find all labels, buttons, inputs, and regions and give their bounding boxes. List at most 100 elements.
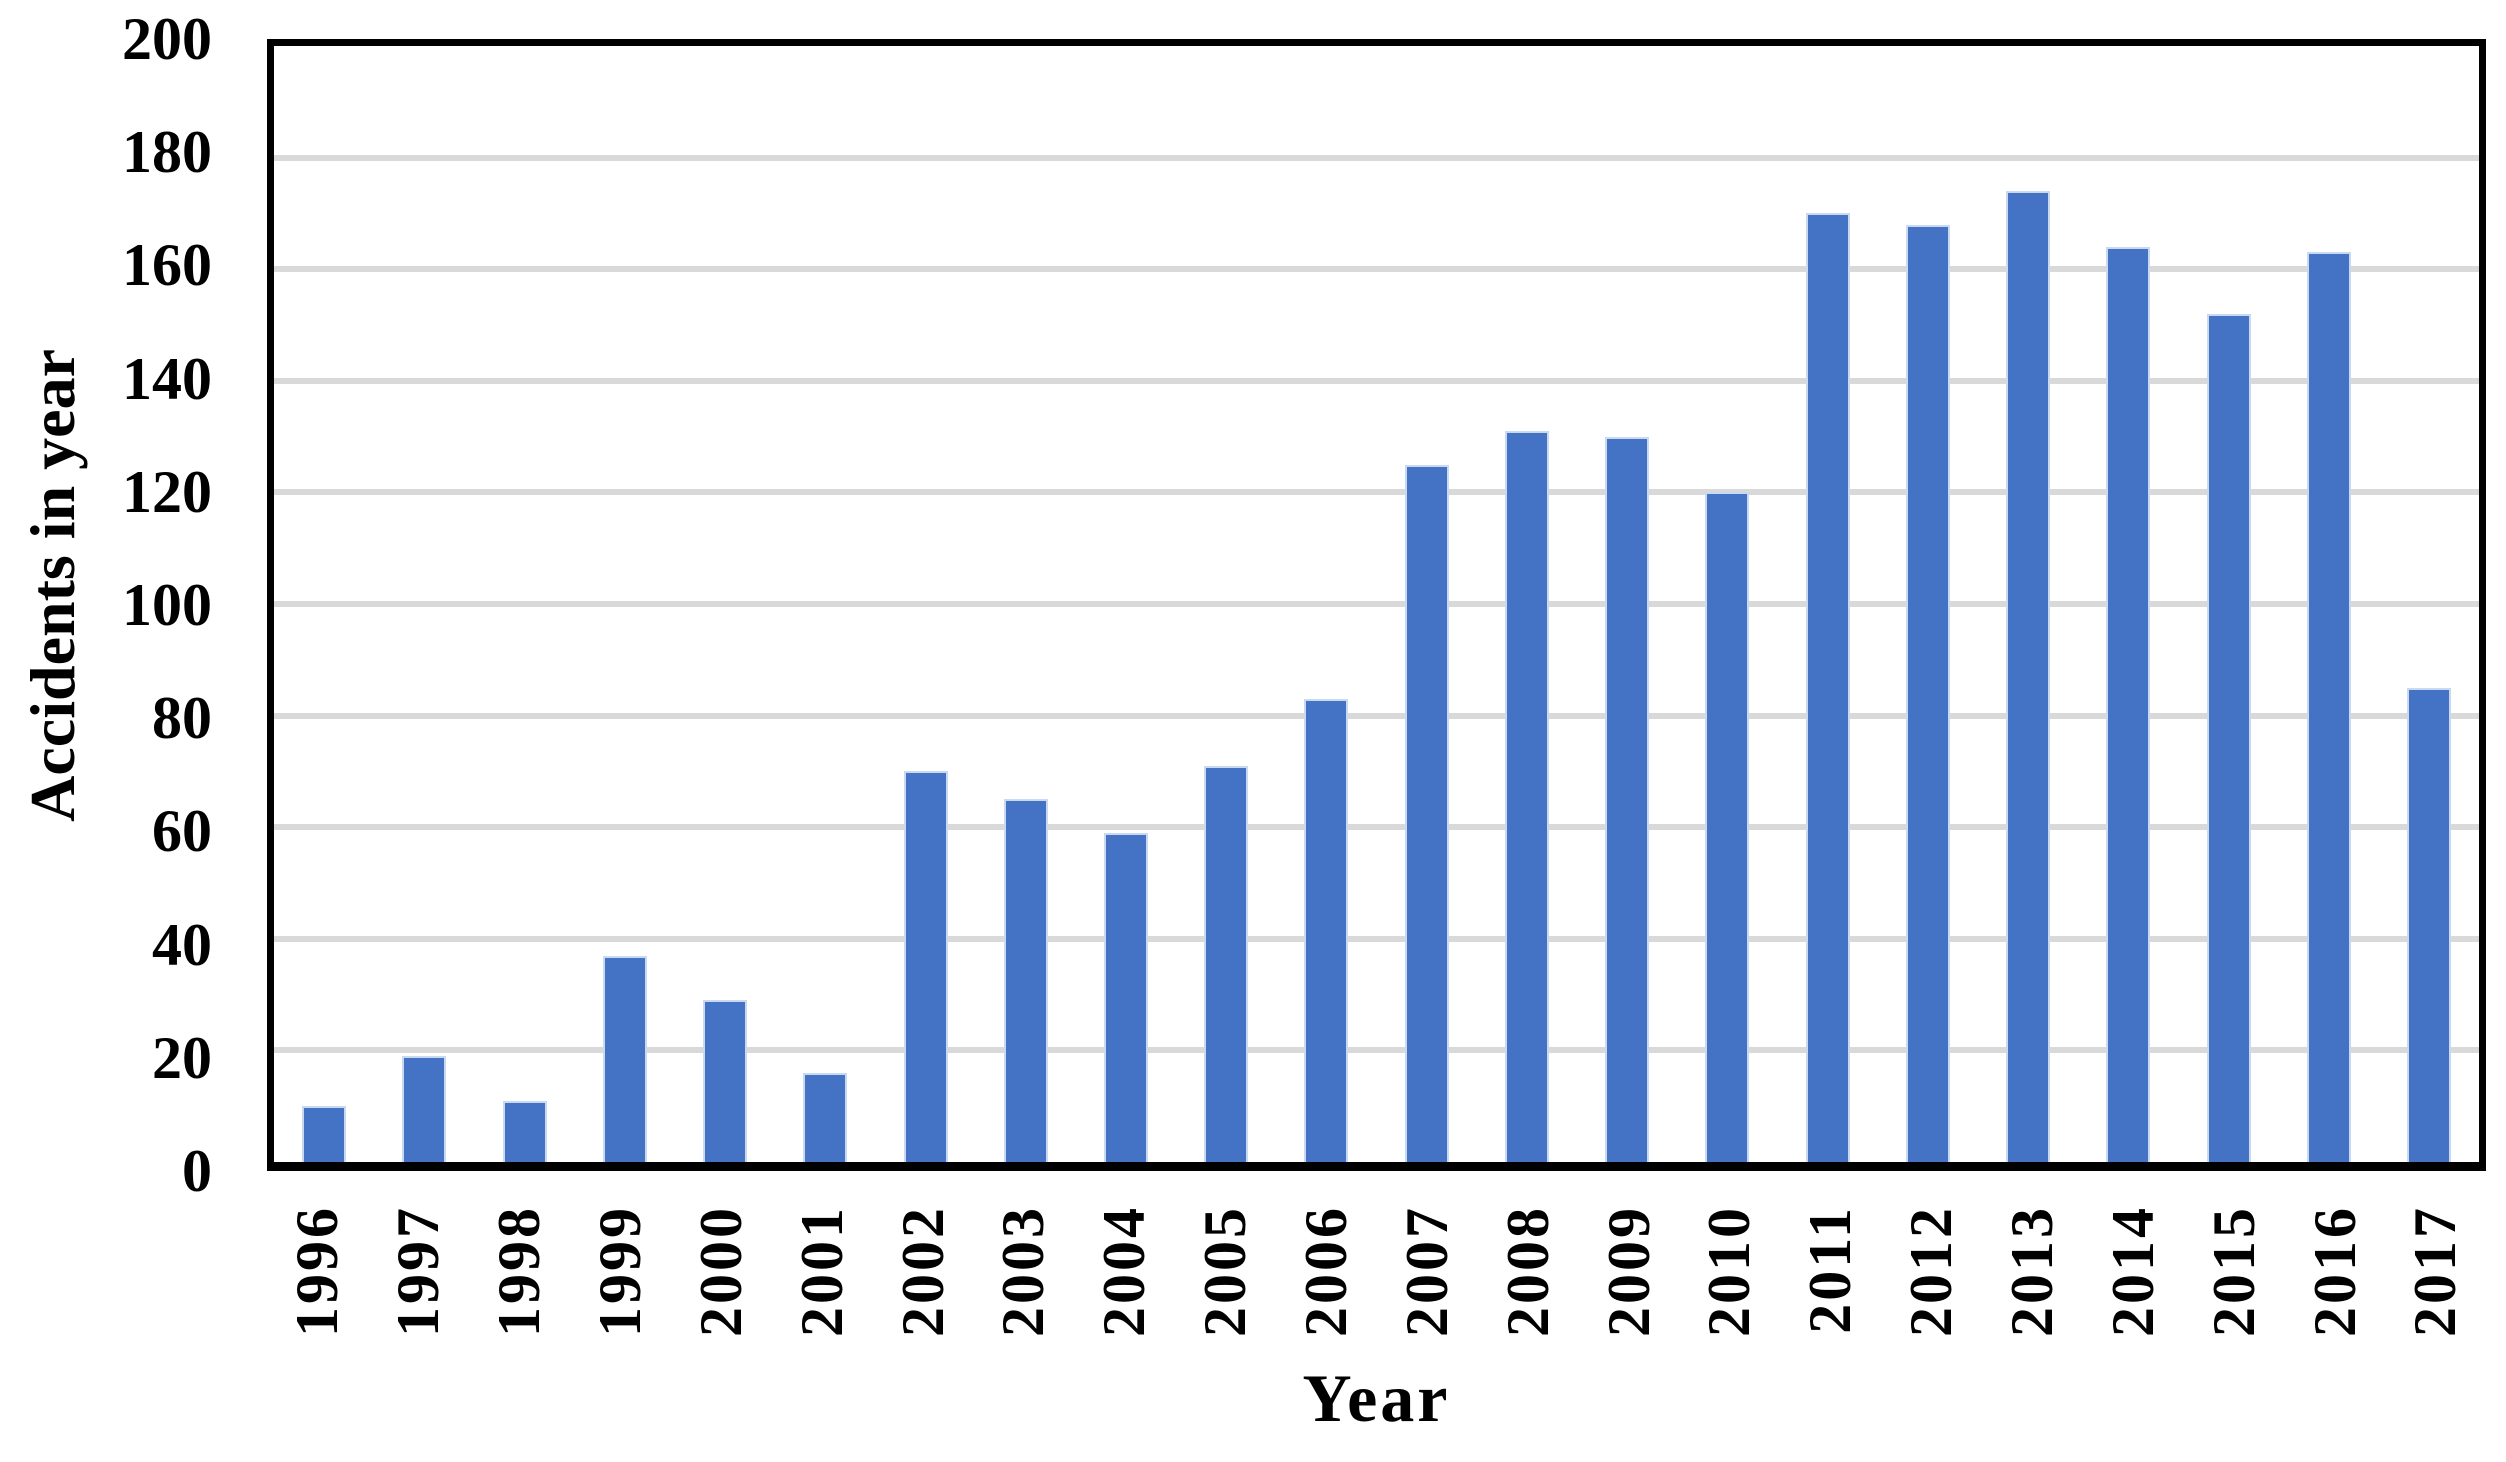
gridline-140: [274, 377, 2479, 384]
bar-slot-2010: [1677, 46, 1777, 1162]
y-tick-label-40: 40: [152, 911, 212, 978]
bar-2009: [1605, 436, 1650, 1162]
x-tick-label-1998: 1998: [486, 1205, 553, 1337]
x-tick-slot-2011: 2011: [1780, 1171, 1881, 1371]
bar-2008: [1504, 431, 1549, 1162]
gridlines-layer: [274, 46, 2479, 1162]
x-tick-slot-2013: 2013: [1982, 1171, 2083, 1371]
y-tick-label-20: 20: [152, 1024, 212, 1091]
x-tick-slot-2005: 2005: [1175, 1171, 1276, 1371]
bar-slot-2002: [875, 46, 975, 1162]
bar-2006: [1304, 698, 1349, 1162]
y-tick-label-100: 100: [122, 572, 212, 638]
gridline-120: [274, 489, 2479, 496]
bar-1996: [302, 1106, 347, 1162]
bar-slot-2003: [976, 46, 1076, 1162]
x-tick-slot-2003: 2003: [973, 1171, 1074, 1371]
gridline-60: [274, 824, 2479, 831]
bars-layer: [274, 46, 2479, 1162]
x-tick-label-2014: 2014: [2099, 1205, 2166, 1337]
bar-slot-2017: [2379, 46, 2479, 1162]
bar-slot-1996: [274, 46, 374, 1162]
y-tick-label-0: 0: [182, 1138, 212, 1204]
gridline-160: [274, 266, 2479, 273]
bar-2010: [1705, 492, 1750, 1162]
y-tick-label-200: 200: [122, 6, 212, 72]
bar-2007: [1404, 464, 1449, 1162]
bar-slot-2008: [1477, 46, 1577, 1162]
x-axis-tick-labels: 1996 1997 1998 1999 2000 2001 2002 2003 2004 2005…: [267, 1171, 2486, 1371]
x-tick-label-2012: 2012: [1898, 1205, 1965, 1337]
bar-slot-2015: [2178, 46, 2278, 1162]
x-tick-slot-2014: 2014: [2082, 1171, 2183, 1371]
gridline-40: [274, 935, 2479, 942]
gridline-20: [274, 1047, 2479, 1054]
x-tick-label-2013: 2013: [1999, 1205, 2066, 1337]
x-tick-slot-2001: 2001: [771, 1171, 872, 1371]
gridline-80: [274, 712, 2479, 719]
x-tick-label-2010: 2010: [1696, 1205, 1763, 1337]
x-tick-label-2005: 2005: [1192, 1205, 1259, 1337]
x-tick-label-1997: 1997: [385, 1205, 452, 1337]
y-tick-label-180: 180: [122, 119, 212, 186]
bar-2016: [2306, 252, 2351, 1162]
x-tick-slot-2004: 2004: [1074, 1171, 1175, 1371]
y-tick-label-60: 60: [152, 798, 212, 865]
x-tick-slot-2002: 2002: [872, 1171, 973, 1371]
x-tick-slot-2006: 2006: [1276, 1171, 1377, 1371]
bar-slot-1997: [374, 46, 474, 1162]
x-tick-slot-2016: 2016: [2284, 1171, 2385, 1371]
bar-2017: [2407, 687, 2452, 1162]
bar-slot-2014: [2078, 46, 2178, 1162]
y-tick-label-140: 140: [122, 345, 212, 412]
bar-1999: [602, 955, 647, 1162]
x-tick-label-2002: 2002: [889, 1205, 956, 1337]
gridline-100: [274, 601, 2479, 607]
bar-2003: [1003, 799, 1048, 1162]
bar-2005: [1204, 765, 1249, 1162]
bar-slot-2009: [1577, 46, 1677, 1162]
plot-area: [267, 39, 2486, 1171]
bar-2011: [1805, 213, 1850, 1162]
bar-2014: [2106, 246, 2151, 1162]
bar-1997: [402, 1055, 447, 1162]
x-tick-slot-1997: 1997: [368, 1171, 469, 1371]
y-tick-label-120: 120: [122, 458, 212, 525]
x-tick-slot-2015: 2015: [2183, 1171, 2284, 1371]
x-tick-slot-1996: 1996: [267, 1171, 368, 1371]
bar-2000: [703, 1000, 748, 1162]
bar-2001: [803, 1072, 848, 1162]
bar-slot-2006: [1276, 46, 1376, 1162]
x-axis-title: Year: [1302, 1360, 1451, 1436]
x-tick-slot-2017: 2017: [2385, 1171, 2486, 1371]
y-tick-label-160: 160: [122, 232, 212, 299]
x-tick-label-2009: 2009: [1595, 1205, 1662, 1337]
x-tick-label-2015: 2015: [2200, 1205, 2267, 1337]
x-tick-label-2003: 2003: [990, 1205, 1057, 1337]
x-tick-slot-2012: 2012: [1881, 1171, 1982, 1371]
bar-1998: [502, 1100, 547, 1162]
x-tick-label-2004: 2004: [1091, 1205, 1158, 1337]
x-tick-slot-1998: 1998: [469, 1171, 570, 1371]
bar-slot-2001: [775, 46, 875, 1162]
bar-2015: [2206, 313, 2251, 1162]
x-tick-label-2001: 2001: [788, 1205, 855, 1337]
x-tick-slot-1999: 1999: [570, 1171, 671, 1371]
bar-slot-2012: [1878, 46, 1978, 1162]
x-tick-label-2011: 2011: [1797, 1205, 1864, 1334]
bar-slot-2016: [2279, 46, 2379, 1162]
x-tick-label-1996: 1996: [284, 1205, 351, 1337]
x-tick-label-1999: 1999: [587, 1205, 653, 1337]
bar-slot-2000: [675, 46, 775, 1162]
gridline-180: [274, 154, 2479, 161]
bar-slot-2007: [1377, 46, 1477, 1162]
bar-2004: [1103, 832, 1148, 1162]
x-tick-label-2006: 2006: [1293, 1205, 1360, 1337]
bar-2013: [2006, 191, 2051, 1162]
bar-slot-2004: [1076, 46, 1176, 1162]
bar-slot-2005: [1176, 46, 1276, 1162]
bar-2002: [903, 771, 948, 1162]
x-tick-label-2008: 2008: [1494, 1205, 1561, 1337]
x-tick-slot-2010: 2010: [1679, 1171, 1780, 1371]
